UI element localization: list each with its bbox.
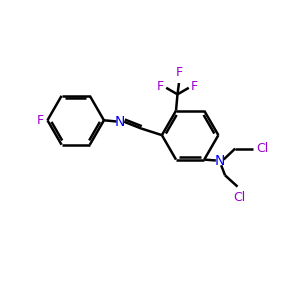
Text: Cl: Cl <box>256 142 269 155</box>
Text: F: F <box>176 67 182 80</box>
Text: F: F <box>157 80 164 92</box>
Text: F: F <box>37 114 44 127</box>
Text: N: N <box>214 154 225 168</box>
Text: Cl: Cl <box>233 191 245 204</box>
Text: N: N <box>115 115 125 129</box>
Text: F: F <box>191 80 198 92</box>
